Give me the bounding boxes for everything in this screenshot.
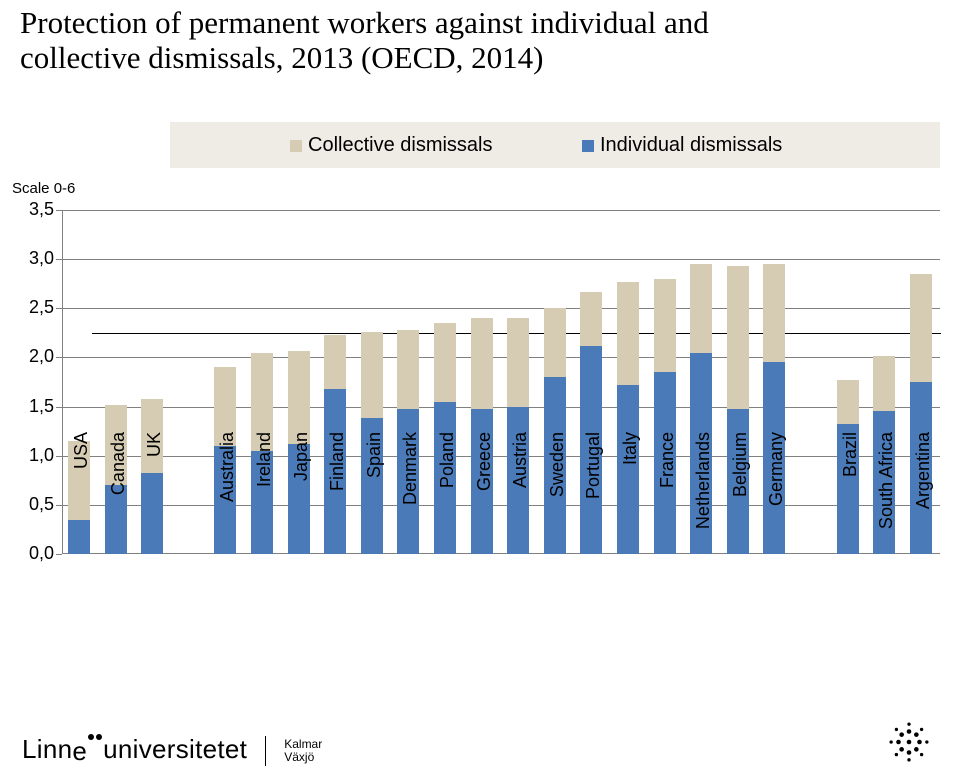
footer: Linneuniversitetet Kalmar Växjö [22,734,322,767]
bar-collective [288,351,310,444]
xtick-label: USA [71,432,92,562]
ytick-mark [56,210,62,211]
title-line2: collective dismissals, 2013 (OECD, 2014) [20,41,948,76]
legend-label-collective: Collective dismissals [308,134,493,157]
ytick-label: 1,0 [14,445,54,466]
xtick-label: Germany [766,432,787,562]
gridline [62,407,940,408]
ytick-mark [56,308,62,309]
axis-y [62,210,63,554]
xtick-label: Brazil [840,432,861,562]
plot-area: 0,00,51,01,52,02,53,03,5USACanadaUKAustr… [62,210,940,554]
ytick-mark [56,456,62,457]
xtick-label: Canada [108,432,129,562]
xtick-label: Greece [474,432,495,562]
ytick-mark [56,357,62,358]
divider [265,736,266,766]
xtick-label: Denmark [400,432,421,562]
ytick-label: 0,5 [14,494,54,515]
xtick-label: Italy [620,432,641,562]
bar-collective [654,279,676,372]
xtick-label: Portugal [583,432,604,562]
bar-collective [397,330,419,409]
ytick-label: 2,0 [14,346,54,367]
xtick-label: South Africa [876,432,897,562]
ytick-mark [56,554,62,555]
bar-collective [544,308,566,377]
university-logo: Linneuniversitetet [22,734,247,767]
bar-collective [873,356,895,410]
legend-collective: Collective dismissals [290,134,493,157]
legend-swatch-collective [290,140,302,152]
xtick-label: Ireland [254,432,275,562]
bar-collective [434,323,456,402]
title-line1: Protection of permanent workers against … [20,6,948,41]
bar-collective [471,318,493,408]
ytick-mark [56,259,62,260]
bar-collective [763,264,785,362]
legend-individual: Individual dismissals [582,134,782,157]
legend-band [170,122,940,168]
xtick-label: Argentina [913,432,934,562]
ytick-label: 0,0 [14,543,54,564]
campus2: Växjö [284,750,314,764]
flower-icon [888,721,930,763]
gridline [62,456,940,457]
gridline [62,210,940,211]
bar-collective [727,266,749,409]
bar-collective [507,318,529,406]
xtick-label: Netherlands [693,432,714,562]
bar-collective [617,282,639,385]
title-block: Protection of permanent workers against … [20,6,948,75]
legend-swatch-individual [582,140,594,152]
scale-label: Scale 0-6 [12,180,75,197]
ytick-label: 1,5 [14,396,54,417]
legend-label-individual: Individual dismissals [600,134,782,157]
xtick-label: Australia [217,432,238,562]
bar-collective [837,380,859,424]
xtick-label: UK [144,432,165,562]
xtick-label: Spain [364,432,385,562]
bar-collective [580,292,602,346]
xtick-label: Poland [437,432,458,562]
ytick-mark [56,407,62,408]
xtick-label: Finland [327,432,348,562]
gridline [62,308,940,309]
ytick-label: 2,5 [14,297,54,318]
ytick-label: 3,0 [14,248,54,269]
xtick-label: Japan [291,432,312,562]
bar-collective [910,274,932,382]
bar-collective [324,335,346,389]
bar-collective [690,264,712,352]
xtick-label: Austria [510,432,531,562]
xtick-label: France [657,432,678,562]
ytick-label: 3,5 [14,199,54,220]
xtick-label: Sweden [547,432,568,562]
gridline [62,259,940,260]
xtick-label: Belgium [730,432,751,562]
gridline [62,357,940,358]
campus-block: Kalmar Växjö [284,738,322,763]
ytick-mark [56,505,62,506]
gridline [62,505,940,506]
page: { "title": { "line1": "Protection of per… [0,0,960,779]
bar-collective [361,332,383,418]
axis-x [62,553,940,554]
